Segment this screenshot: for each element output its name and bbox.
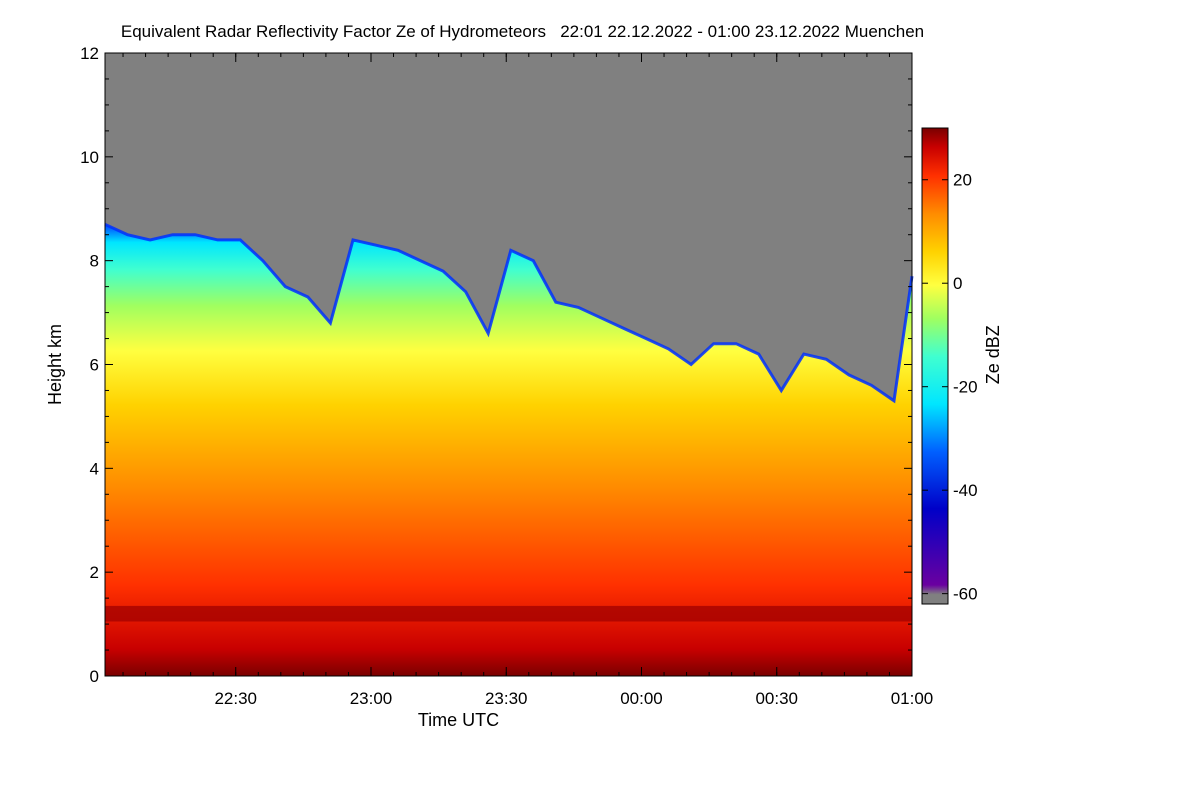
y-tick-label: 8 bbox=[90, 252, 99, 271]
colorbar-tick-label: 20 bbox=[953, 171, 972, 190]
x-tick-label: 00:30 bbox=[755, 689, 798, 708]
colorbar-tick-label: -20 bbox=[953, 378, 978, 397]
colorbar-scale bbox=[921, 127, 949, 605]
x-tick-label: 23:30 bbox=[485, 689, 528, 708]
x-tick-label: 01:00 bbox=[891, 689, 934, 708]
y-tick-label: 12 bbox=[80, 44, 99, 63]
x-tick-label: 22:30 bbox=[214, 689, 257, 708]
y-tick-label: 2 bbox=[90, 563, 99, 582]
colorbar-tick-label: -60 bbox=[953, 585, 978, 604]
y-tick-label: 0 bbox=[90, 667, 99, 686]
colorbar-tick-label: 0 bbox=[953, 274, 962, 293]
axes: 0 2 4 6 8 10 12 22:30 23:00 23:30 00:00 00:30 01:00 T… bbox=[45, 44, 933, 730]
y-tick-label: 4 bbox=[90, 459, 99, 478]
colorbar-label: Ze dBZ bbox=[983, 325, 1003, 384]
colorbar-tick-label: -40 bbox=[953, 481, 978, 500]
y-tick-label: 6 bbox=[90, 356, 99, 375]
plot-area bbox=[104, 53, 914, 677]
x-tick-label: 00:00 bbox=[620, 689, 663, 708]
bright-band bbox=[105, 605, 912, 622]
x-tick-label: 23:00 bbox=[350, 689, 393, 708]
x-axis-label: Time UTC bbox=[418, 710, 499, 730]
cloud-reflectivity-area bbox=[105, 224, 912, 677]
cloud-top-edge bbox=[104, 222, 914, 404]
chart-title: Equivalent Radar Reflectivity Factor Ze … bbox=[120, 22, 925, 41]
colorbar: -60 -40 -20 0 20 Ze dBZ bbox=[921, 127, 1003, 605]
y-tick-label: 10 bbox=[80, 148, 99, 167]
y-axis-label: Height km bbox=[45, 324, 65, 405]
